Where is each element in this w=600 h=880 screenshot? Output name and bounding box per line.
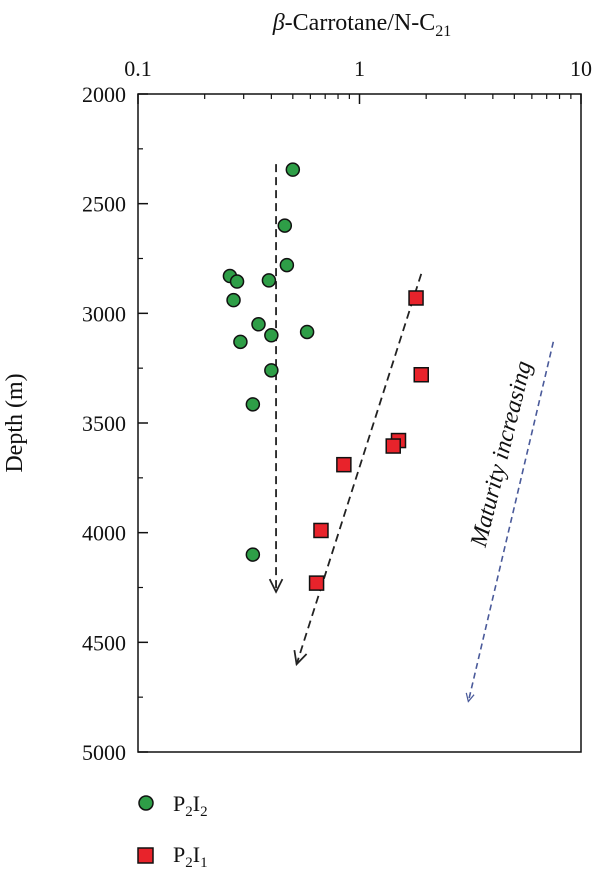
x-axis-title-middle: -Carrotane/N-C bbox=[285, 10, 436, 36]
point-p2i1 bbox=[385, 438, 401, 454]
x-axis-title: β-Carrotane/N-C21 bbox=[272, 10, 452, 40]
y-tick-label: 2000 bbox=[82, 82, 126, 107]
legend-label-p2i1: P2I1 bbox=[173, 842, 208, 871]
legend-p2i2-sub1: 2 bbox=[185, 804, 193, 820]
legend-marker-p2i2 bbox=[138, 795, 154, 811]
point-p2i1 bbox=[313, 522, 329, 539]
point-p2i2 bbox=[229, 274, 245, 289]
x-tick-label: 0.1 bbox=[124, 56, 152, 81]
y-tick-label: 4500 bbox=[82, 630, 126, 655]
legend-p2i2-mid: I bbox=[193, 791, 200, 816]
y-axis-title: Depth (m) bbox=[2, 373, 28, 472]
y-tick-label: 2500 bbox=[82, 192, 126, 217]
point-p2i1 bbox=[413, 366, 429, 383]
trend-arrow-maturity bbox=[468, 341, 555, 702]
axis-ticks: 0.1 1 10 2000 2500 3000 3500 4000 4500 5000 bbox=[82, 56, 592, 765]
point-p2i2 bbox=[264, 363, 279, 378]
legend: P2I2 P2I1 bbox=[137, 791, 208, 871]
legend-p2i1-base: P bbox=[173, 842, 185, 867]
point-p2i2 bbox=[233, 334, 248, 350]
point-p2i1 bbox=[408, 290, 424, 306]
y-tick-label: 3000 bbox=[82, 301, 126, 326]
legend-p2i1-mid: I bbox=[193, 842, 200, 867]
trend-arrows bbox=[276, 164, 555, 702]
y-tick-label: 4000 bbox=[82, 521, 126, 546]
point-p2i2 bbox=[245, 397, 261, 412]
point-p2i2 bbox=[251, 317, 266, 332]
point-p2i2 bbox=[261, 273, 277, 288]
point-p2i2 bbox=[226, 292, 241, 308]
legend-marker-p2i1 bbox=[137, 847, 154, 864]
x-tick-label: 10 bbox=[570, 56, 592, 81]
legend-p2i2-base: P bbox=[173, 791, 185, 816]
legend-p2i1-sub1: 2 bbox=[185, 855, 193, 871]
point-p2i2 bbox=[245, 547, 261, 562]
x-axis-title-prefix: β bbox=[272, 10, 285, 36]
x-axis-title-sub: 21 bbox=[435, 23, 451, 40]
point-p2i2 bbox=[299, 324, 315, 340]
legend-p2i2-sub2: 2 bbox=[200, 804, 208, 820]
point-p2i2 bbox=[279, 257, 295, 273]
data-points bbox=[222, 162, 429, 591]
point-p2i1 bbox=[336, 456, 352, 473]
legend-p2i1-sub2: 1 bbox=[200, 855, 208, 871]
legend-label-p2i2: P2I2 bbox=[173, 791, 208, 820]
y-tick-label: 3500 bbox=[82, 411, 126, 436]
trend-arrow-p2i1 bbox=[297, 273, 423, 664]
point-p2i2 bbox=[264, 328, 279, 343]
point-p2i2 bbox=[285, 162, 301, 177]
point-p2i2 bbox=[277, 218, 293, 233]
y-tick-label: 5000 bbox=[82, 740, 126, 765]
x-tick-label: 1 bbox=[354, 56, 365, 81]
point-p2i1 bbox=[308, 575, 325, 591]
